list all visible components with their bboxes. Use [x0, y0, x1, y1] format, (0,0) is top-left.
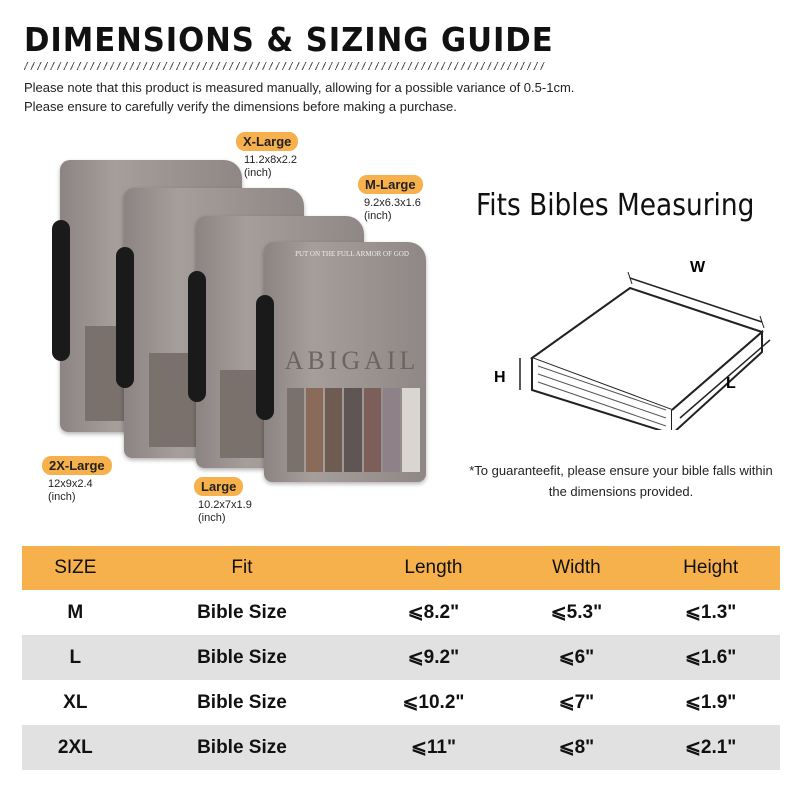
dims-large: 10.2x7x1.9 — [198, 499, 252, 511]
handle-strap — [52, 219, 70, 362]
header-length: Length — [355, 546, 512, 590]
cell: ⩽5.3" — [550, 602, 603, 623]
table-row: XL Bible Size ⩽10.2" ⩽7" ⩽1.9" — [22, 680, 780, 725]
cell: L — [22, 635, 129, 680]
dims-2xlarge: 12x9x2.4 — [48, 478, 93, 490]
cell: ⩽2.1" — [641, 725, 780, 770]
hatch-divider — [24, 62, 546, 70]
label-l: L — [726, 375, 736, 392]
table-header: SIZE Fit Length Width Height — [22, 546, 780, 590]
header-width: Width — [511, 546, 642, 590]
cell: ⩽11" — [355, 725, 512, 770]
size-tag-2xlarge: 2X-Large — [42, 456, 112, 475]
unit-large: (inch) — [198, 512, 226, 524]
cell: XL — [63, 691, 88, 713]
diagram-title: Fits Bibles Measuring — [476, 188, 755, 223]
dims-mlarge: 9.2x6.3x1.6 — [364, 197, 421, 209]
table-row: M Bible Size ⩽8.2" ⩽5.3" ⩽1.3" — [22, 590, 780, 635]
dims-xlarge: 11.2x8x2.2 — [244, 154, 298, 166]
book-dimension-diagram: W H L — [494, 259, 771, 430]
cell: M — [67, 601, 84, 623]
size-tag-large: Large — [194, 477, 244, 496]
header-height: Height — [641, 546, 780, 590]
cell: ⩽7" — [558, 692, 595, 713]
page-title: DIMENSIONS & SIZING GUIDE — [24, 20, 554, 59]
table-row: L Bible Size ⩽9.2" ⩽6" ⩽1.6" — [22, 635, 780, 680]
unit-mlarge: (inch) — [364, 210, 392, 222]
unit-2xlarge: (inch) — [48, 491, 76, 503]
label-h: H — [494, 369, 506, 386]
label-w: W — [690, 259, 706, 276]
cover-motto: PUT ON THE FULL ARMOR OF GOD — [295, 250, 409, 258]
cell: ⩽10.2" — [402, 692, 465, 713]
handle-strap — [188, 271, 206, 403]
unit-xlarge: (inch) — [244, 167, 272, 179]
cell: ⩽1.3" — [684, 602, 737, 623]
bible-cover-mlarge: PUT ON THE FULL ARMOR OF GOD ABIGAIL — [256, 242, 426, 482]
size-tag-xlarge: X-Large — [236, 132, 299, 151]
note-verify: Please ensure to carefully verify the di… — [24, 99, 457, 114]
cell: Bible Size — [197, 601, 287, 623]
cell: ⩽9.2" — [355, 635, 512, 680]
cell: Bible Size — [197, 691, 287, 713]
handle-strap — [116, 247, 134, 388]
size-table: SIZE Fit Length Width Height M Bible Size… — [22, 546, 780, 770]
cell: ⩽1.9" — [684, 692, 737, 713]
cell: 2XL — [22, 725, 129, 770]
cell: Bible Size — [128, 635, 356, 680]
cell: ⩽1.6" — [641, 635, 780, 680]
fit-note: *To guaranteefit, please ensure your bib… — [469, 463, 773, 499]
cell: ⩽8" — [511, 725, 642, 770]
header-size: SIZE — [22, 546, 129, 590]
cell: Bible Size — [128, 725, 356, 770]
handle-strap — [256, 294, 274, 420]
header-fit: Fit — [128, 546, 356, 590]
table-row: 2XL Bible Size ⩽11" ⩽8" ⩽2.1" — [22, 725, 780, 770]
cover-name: ABIGAIL — [284, 346, 420, 375]
cell: ⩽8.2" — [407, 602, 460, 623]
size-tag-mlarge: M-Large — [358, 175, 423, 194]
cell: ⩽6" — [511, 635, 642, 680]
note-variance: Please note that this product is measure… — [24, 80, 575, 95]
